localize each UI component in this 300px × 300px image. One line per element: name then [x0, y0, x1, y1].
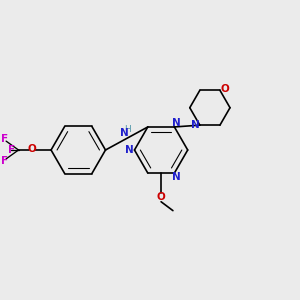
Text: F: F: [8, 145, 15, 155]
Text: N: N: [125, 145, 134, 155]
Text: N: N: [172, 172, 181, 182]
Text: O: O: [157, 192, 166, 202]
Text: N: N: [191, 119, 200, 130]
Text: F: F: [1, 156, 8, 166]
Text: O: O: [220, 84, 229, 94]
Text: F: F: [1, 134, 8, 144]
Text: O: O: [28, 144, 36, 154]
Text: N: N: [172, 118, 181, 128]
Text: H: H: [124, 125, 130, 134]
Text: N: N: [121, 128, 129, 138]
